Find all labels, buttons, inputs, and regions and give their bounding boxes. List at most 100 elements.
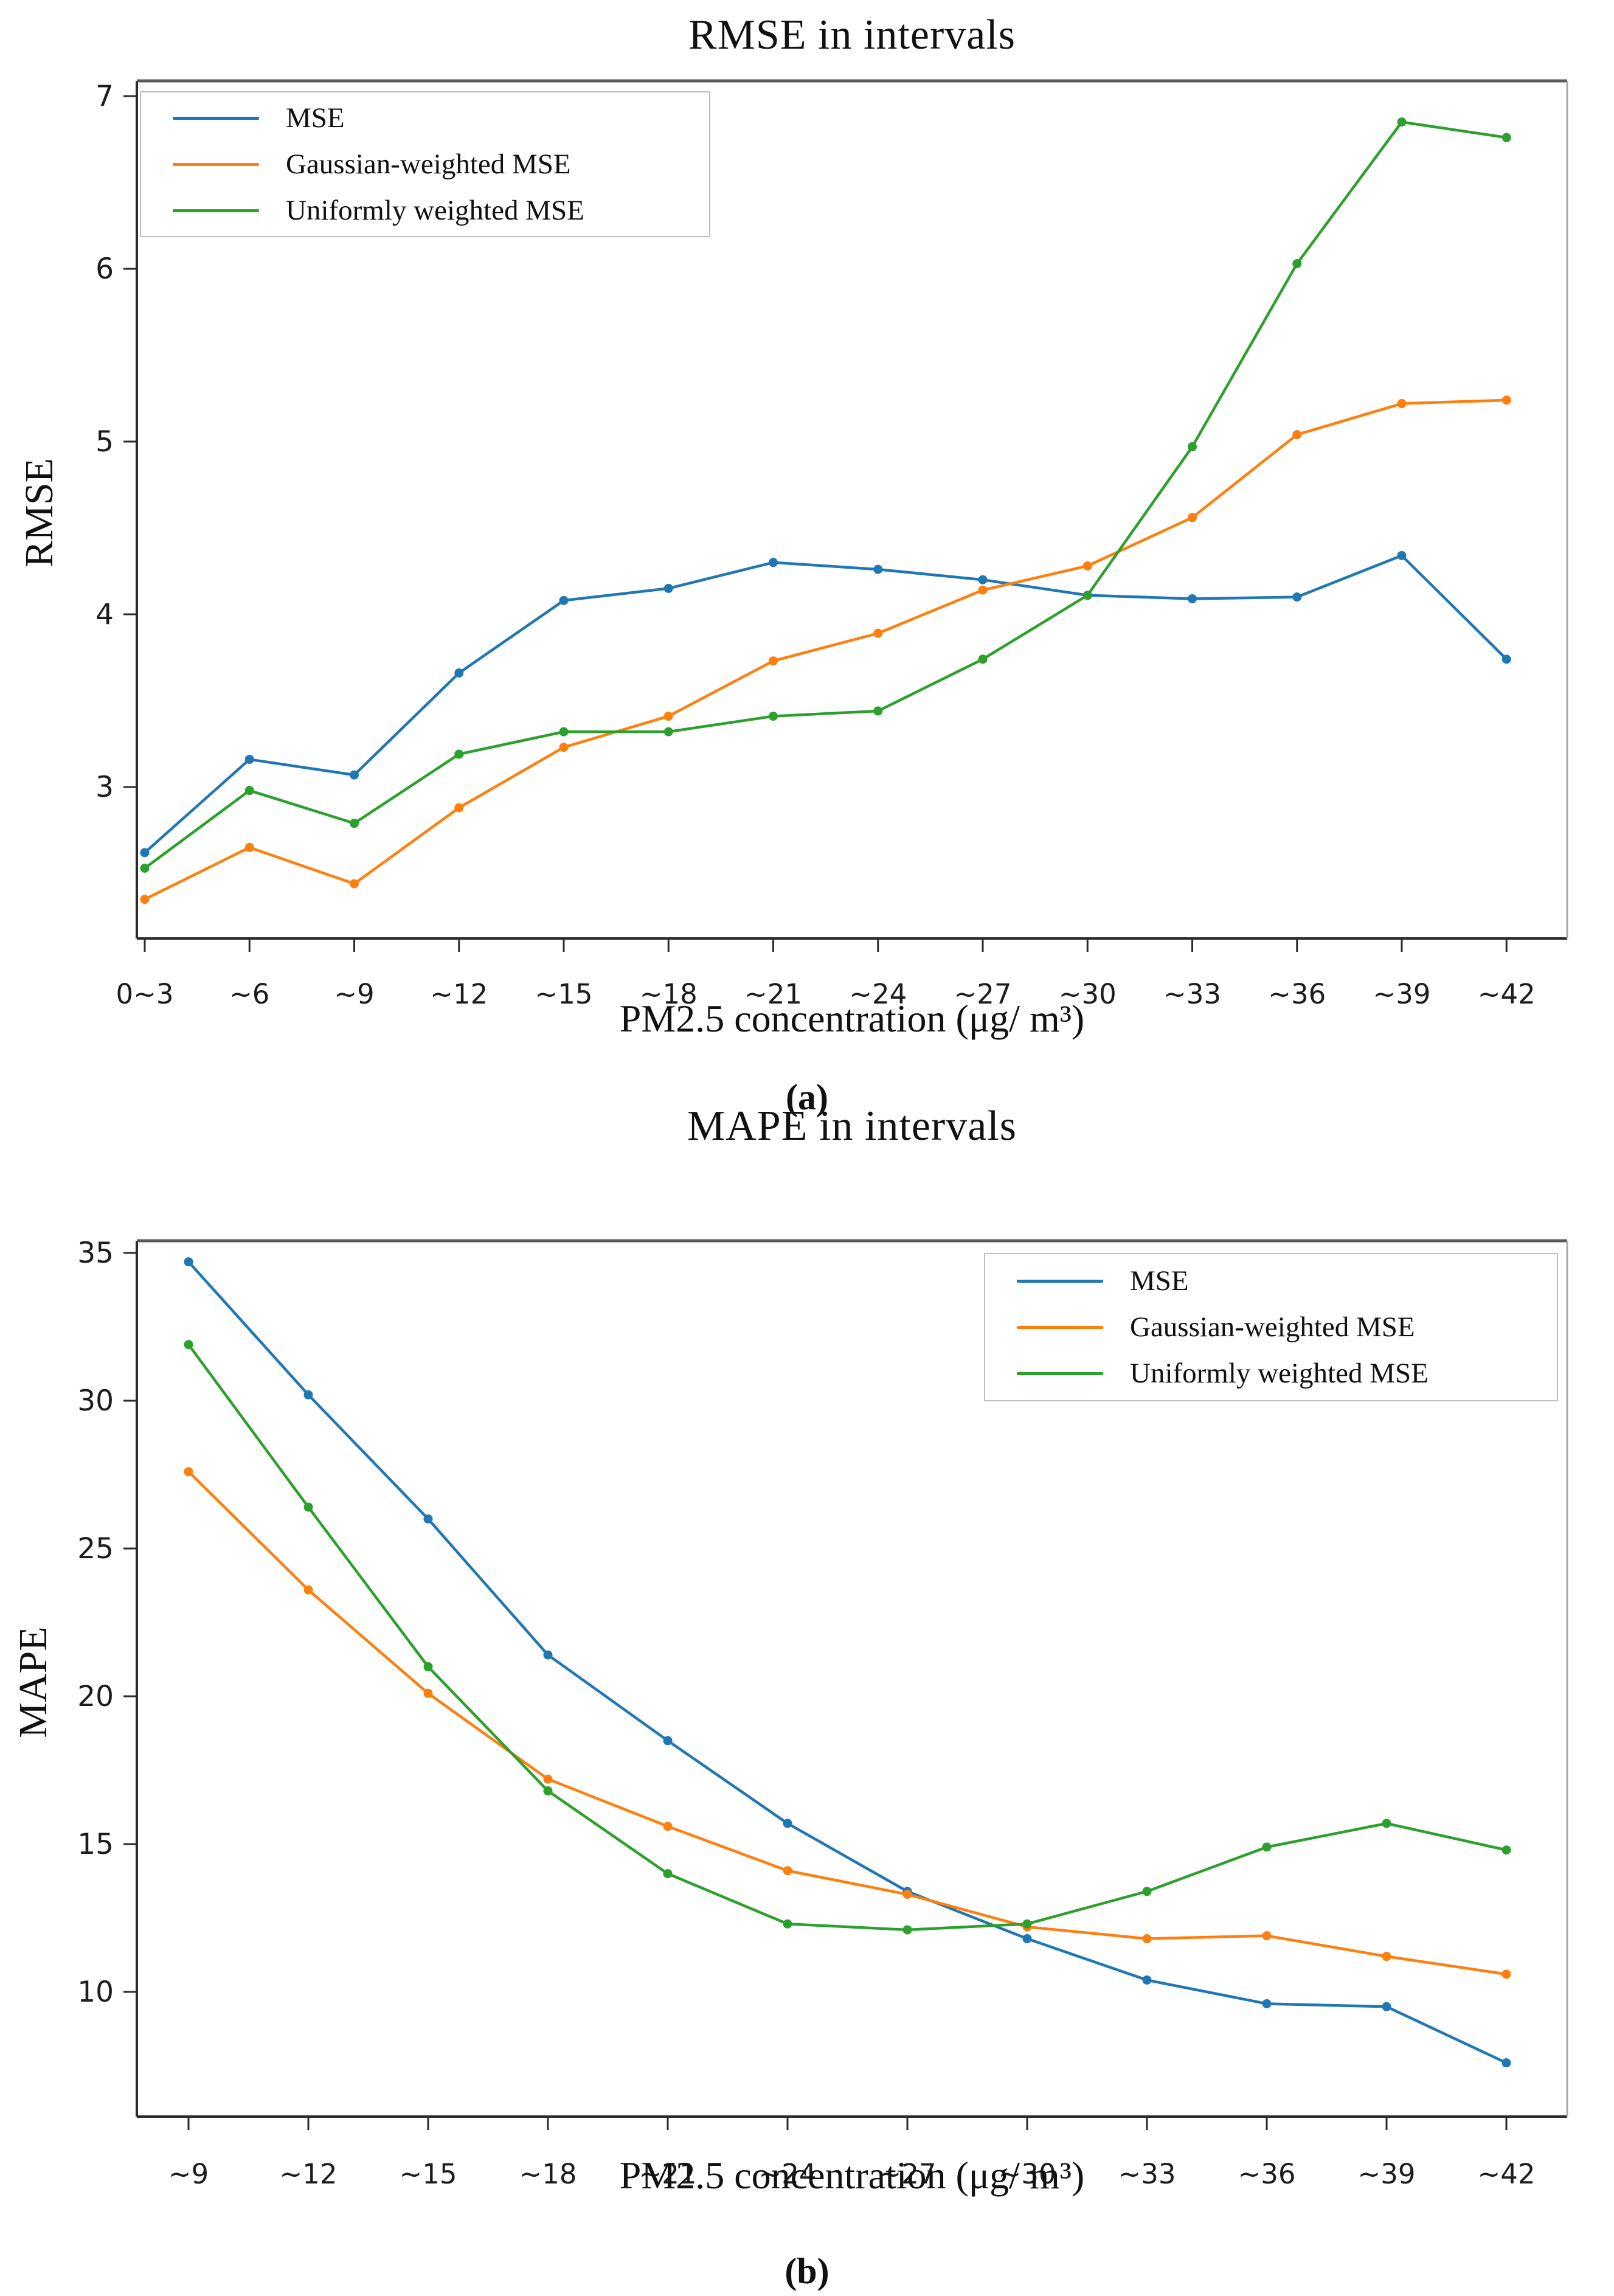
- data-point-gaussian: [663, 1822, 673, 1831]
- mse-line-sample-icon: [1017, 1279, 1103, 1283]
- x-tick-label: ~39: [1373, 978, 1431, 1010]
- data-point-uniform: [1397, 117, 1407, 127]
- x-tick-label: ~42: [1478, 2158, 1536, 2190]
- data-point-gaussian: [1382, 1952, 1391, 1961]
- x-tick-label: ~27: [954, 978, 1012, 1010]
- y-tick-label: 5: [95, 425, 114, 459]
- series-line-mse: [143, 554, 1508, 855]
- data-point-gaussian: [978, 585, 988, 595]
- data-point-uniform: [873, 706, 883, 716]
- data-point-gaussian: [873, 628, 883, 638]
- data-point-mse: [303, 1390, 313, 1399]
- y-tick-label: 10: [77, 1975, 114, 2009]
- data-point-uniform: [978, 654, 988, 664]
- x-tick-label: ~21: [744, 978, 802, 1010]
- data-point-gaussian: [244, 842, 254, 852]
- series-line-gaussian: [187, 1470, 1508, 1976]
- data-point-gaussian: [543, 1774, 553, 1784]
- data-point-mse: [543, 1650, 553, 1660]
- y-tick-label: 15: [77, 1828, 114, 1861]
- data-point-mse: [559, 595, 569, 605]
- mape-x-axis-label: PM2.5 concentration (μg/ m³): [619, 2154, 1085, 2197]
- data-point-gaussian: [1262, 1931, 1272, 1941]
- series-line-gaussian: [143, 398, 1508, 901]
- legend-label-gaussian: Gaussian-weighted MSE: [286, 148, 571, 180]
- data-point-gaussian: [184, 1467, 193, 1477]
- data-point-uniform: [140, 863, 150, 873]
- data-point-mse: [873, 564, 883, 574]
- data-point-gaussian: [1082, 561, 1092, 571]
- rmse-legend: MSE Gaussian-weighted MSE Uniformly weig…: [140, 91, 710, 237]
- x-tick-label: ~9: [168, 2158, 209, 2190]
- data-point-gaussian: [769, 656, 778, 666]
- data-point-mse: [1142, 1975, 1152, 1985]
- caption-b: (b): [784, 2251, 830, 2291]
- y-tick-label: 6: [95, 252, 114, 286]
- data-point-uniform: [663, 1869, 673, 1879]
- data-point-mse: [1382, 2002, 1391, 2011]
- data-point-gaussian: [423, 1688, 433, 1698]
- legend-row-mse: MSE: [1017, 1264, 1545, 1297]
- data-point-uniform: [454, 749, 464, 759]
- data-point-mse: [1292, 592, 1302, 602]
- legend-label-mse: MSE: [1130, 1265, 1189, 1297]
- rmse-chart-svg: 3 4 5 6 7 0~3 ~6 ~9 ~12 ~15 ~18 ~21 ~24 ~27 ~30 ~33 ~36 ~…: [95, 79, 1568, 1010]
- series-line-uniform: [187, 1343, 1508, 1932]
- rmse-chart-title: RMSE in intervals: [688, 12, 1016, 58]
- data-point-uniform: [423, 1662, 433, 1671]
- x-tick-label: ~24: [849, 978, 907, 1010]
- x-tick-label: ~36: [1238, 2158, 1296, 2190]
- x-tick-label: ~12: [280, 2158, 338, 2190]
- data-point-uniform: [1022, 1919, 1032, 1929]
- data-point-uniform: [663, 727, 673, 737]
- x-tick-label: ~30: [999, 2158, 1056, 2190]
- data-point-mse: [1501, 2058, 1511, 2068]
- x-tick-label: ~21: [639, 2158, 697, 2190]
- x-tick-label: ~36: [1268, 978, 1326, 1010]
- mape-chart-title: MAPE in intervals: [687, 1103, 1017, 1150]
- x-tick-label: ~18: [640, 978, 698, 1010]
- x-tick-label: ~24: [759, 2158, 817, 2190]
- data-point-mse: [184, 1257, 193, 1267]
- data-point-mse: [454, 668, 464, 678]
- legend-row-mse: MSE: [173, 102, 697, 134]
- legend-label-gaussian: Gaussian-weighted MSE: [1130, 1311, 1415, 1343]
- data-point-uniform: [902, 1925, 912, 1935]
- data-point-uniform: [1501, 1845, 1511, 1855]
- x-tick-label: ~6: [229, 978, 269, 1010]
- x-tick-label: ~33: [1163, 978, 1221, 1010]
- mape-chart-svg: 10 15 20 25 30 35 ~9 ~12 ~15 ~18 ~21 ~24 ~27 ~30 ~33 ~3…: [77, 1236, 1568, 2190]
- data-point-uniform: [1082, 591, 1092, 600]
- legend-label-mse: MSE: [286, 102, 345, 134]
- gaussian-line-sample-icon: [1017, 1325, 1103, 1329]
- data-point-gaussian: [1142, 1934, 1152, 1944]
- legend-label-uniform: Uniformly weighted MSE: [286, 195, 584, 226]
- uniform-line-sample-icon: [1017, 1372, 1103, 1375]
- x-tick-label: ~42: [1478, 978, 1536, 1010]
- mse-line-sample-icon: [173, 116, 259, 120]
- data-point-mse: [350, 770, 359, 780]
- data-point-uniform: [244, 786, 254, 796]
- data-point-gaussian: [1501, 395, 1511, 405]
- data-point-mse: [1501, 654, 1511, 664]
- data-point-gaussian: [350, 879, 359, 889]
- x-tick-label: ~9: [334, 978, 374, 1010]
- legend-row-gaussian: Gaussian-weighted MSE: [1017, 1311, 1545, 1344]
- data-point-mse: [244, 755, 254, 765]
- data-point-mse: [663, 583, 673, 593]
- y-tick-label: 7: [95, 80, 114, 113]
- data-point-gaussian: [1188, 513, 1197, 522]
- x-tick-label: ~39: [1358, 2158, 1416, 2190]
- data-point-gaussian: [454, 803, 464, 813]
- rmse-x-axis-label: PM2.5 concentration (μg/ m³): [619, 997, 1085, 1040]
- y-tick-label: 30: [77, 1384, 114, 1418]
- series-line-mse: [187, 1260, 1508, 2064]
- y-tick-label: 3: [95, 771, 114, 804]
- data-point-uniform: [543, 1786, 553, 1796]
- data-point-gaussian: [303, 1585, 313, 1595]
- legend-row-uniform: Uniformly weighted MSE: [173, 194, 697, 227]
- legend-row-uniform: Uniformly weighted MSE: [1017, 1357, 1545, 1390]
- data-point-uniform: [303, 1502, 313, 1512]
- data-point-mse: [140, 848, 150, 858]
- uniform-line-sample-icon: [173, 209, 259, 212]
